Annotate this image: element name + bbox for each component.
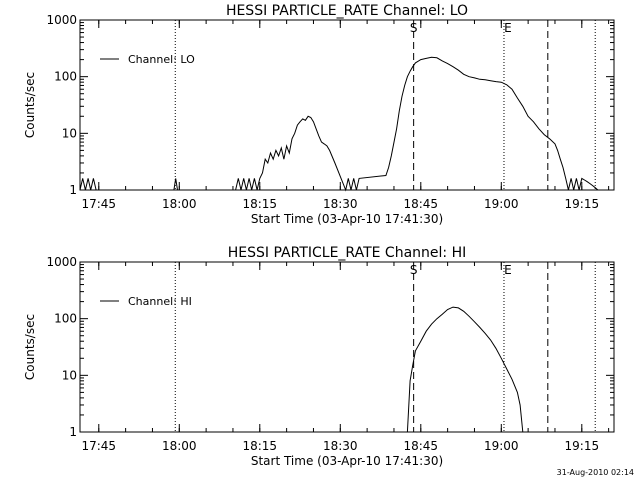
x-tick-label: 18:45	[403, 439, 438, 453]
flare-start-label: S	[410, 21, 418, 35]
x-tick-label: 18:00	[162, 197, 197, 211]
x-axis-label: Start Time (03-Apr-10 17:41:30)	[251, 454, 443, 468]
chart-panel-1: HESSI PARTICLE_RATE Channel: HI 1 10 100 100…	[23, 245, 615, 468]
chart-panel-0: HESSI PARTICLE_RATE Channel: LO 1 10 100 100…	[23, 3, 615, 226]
flare-end-label: E	[504, 263, 512, 277]
x-tick-label: 19:00	[484, 197, 519, 211]
legend-entry: Channel: HI	[128, 295, 192, 308]
y-axis-label: Counts/sec	[23, 314, 37, 380]
y-tick-label: 1	[69, 425, 77, 439]
y-tick-label: 10	[62, 368, 77, 382]
y-tick-label: 100	[54, 312, 77, 326]
x-tick-label: 18:15	[242, 197, 277, 211]
flare-end-label: E	[504, 21, 512, 35]
y-tick-label: 1000	[46, 255, 77, 269]
y-tick-label: 100	[54, 70, 77, 84]
generation-timestamp: 31-Aug-2010 02:14	[557, 468, 634, 477]
x-tick-label: 18:15	[242, 439, 277, 453]
x-tick-label: 18:00	[162, 439, 197, 453]
chart-title: HESSI PARTICLE_RATE Channel: LO	[226, 3, 468, 19]
x-tick-label: 19:15	[565, 439, 600, 453]
x-axis-label: Start Time (03-Apr-10 17:41:30)	[251, 212, 443, 226]
series-line	[406, 306, 524, 433]
y-tick-label: 10	[62, 126, 77, 140]
x-tick-label: 18:45	[403, 197, 438, 211]
x-tick-label: 18:30	[323, 439, 358, 453]
x-tick-label: 19:00	[484, 439, 519, 453]
x-tick-label: 17:45	[81, 439, 116, 453]
chart-title: HESSI PARTICLE_RATE Channel: HI	[228, 245, 466, 261]
legend-entry: Channel: LO	[128, 53, 195, 66]
plot-frame	[79, 19, 615, 191]
series-line	[79, 56, 599, 192]
flare-start-label: S	[410, 263, 418, 277]
y-axis-label: Counts/sec	[23, 72, 37, 138]
x-tick-label: 17:45	[81, 197, 116, 211]
x-tick-label: 18:30	[323, 197, 358, 211]
y-tick-label: 1	[69, 183, 77, 197]
y-tick-label: 1000	[46, 13, 77, 27]
plot-frame	[79, 261, 615, 433]
x-tick-label: 19:15	[565, 197, 600, 211]
